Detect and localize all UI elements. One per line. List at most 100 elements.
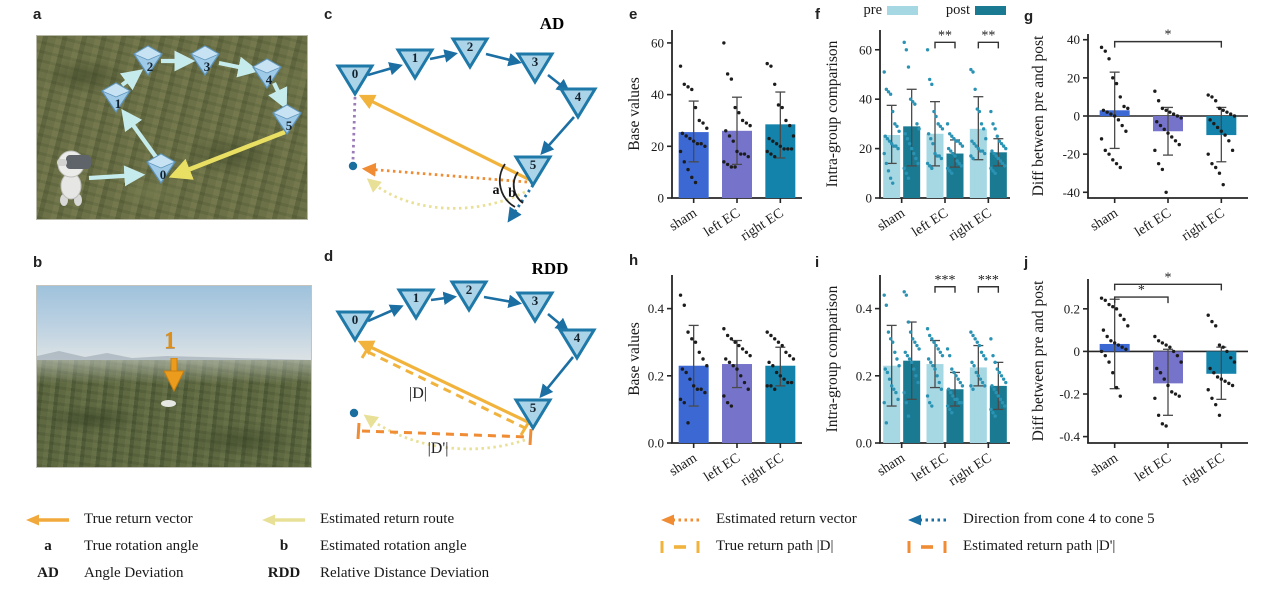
svg-text:4: 4 [266, 72, 273, 87]
cone-marker-arrow-icon [163, 358, 185, 392]
svg-text:***: *** [978, 273, 999, 288]
svg-text:Intra-group comparison: Intra-group comparison [824, 40, 841, 187]
svg-text:40: 40 [1067, 32, 1080, 47]
svg-text:-20: -20 [1063, 147, 1080, 162]
svg-text:0.0: 0.0 [648, 436, 664, 451]
estimated-return-route [366, 178, 526, 210]
svg-text:*: * [1165, 28, 1172, 43]
cone-1: 1 [396, 48, 434, 80]
svg-text:post: post [946, 2, 970, 18]
legend-label: True return path |D| [716, 538, 834, 554]
figure-legend: True return vector a True rotation angle AD… [0, 500, 1269, 596]
svg-text:0: 0 [658, 191, 665, 206]
svg-text:Diff between pre and post: Diff between pre and post [1030, 280, 1047, 441]
svg-text:right EC: right EC [738, 206, 786, 245]
arrow-dotted-blue-icon [903, 512, 951, 528]
svg-text:40: 40 [859, 92, 872, 107]
cone-0: 0 [146, 153, 176, 184]
svg-text:5: 5 [530, 157, 537, 172]
legend-label: Angle Deviation [84, 565, 184, 581]
cone-5: 5 [514, 398, 552, 430]
svg-text:1: 1 [413, 290, 420, 305]
svg-text:sham: sham [1088, 451, 1121, 480]
legend-item: Estimated return path |D'| [903, 533, 1155, 560]
svg-text:0: 0 [1074, 344, 1081, 359]
svg-text:5: 5 [286, 118, 293, 133]
svg-text:0.0: 0.0 [856, 436, 872, 451]
estimated-endpoint-dot [349, 408, 359, 418]
true-path-label: |D| [409, 385, 427, 402]
legend-item: True return path |D| [656, 533, 857, 560]
svg-text:right EC: right EC [946, 206, 994, 245]
svg-text:left EC: left EC [701, 451, 743, 485]
estimated-return-vector [361, 162, 528, 184]
cone-4: 4 [252, 58, 282, 89]
estimated-return-path-Dprime [356, 422, 533, 446]
cone-marker-number: 1 [164, 328, 176, 354]
svg-text:sham: sham [667, 451, 700, 480]
true-return-vector [357, 340, 531, 425]
svg-text:0.4: 0.4 [648, 301, 665, 316]
cone-3: 3 [516, 291, 554, 323]
legend-label: Estimated rotation angle [320, 538, 467, 554]
cone-3: 3 [516, 52, 554, 84]
legend-label: Estimated return path |D'| [963, 538, 1116, 554]
panel-c-diagram: AD a b 0 1 2 3 4 5 [336, 14, 597, 223]
svg-text:60: 60 [651, 35, 664, 50]
cone-0: 0 [336, 310, 374, 342]
panel-label-a: a [33, 6, 42, 23]
legend-label: True rotation angle [84, 538, 199, 554]
panel-b-scene: 1 [36, 285, 312, 468]
svg-text:left EC: left EC [1132, 206, 1174, 240]
svg-text:2: 2 [467, 39, 474, 54]
svg-text:sham: sham [875, 206, 908, 235]
true-return-vector [358, 94, 531, 182]
panel-a-scene: 0 1 2 3 4 5 [36, 35, 308, 220]
svg-text:0.2: 0.2 [856, 368, 872, 383]
svg-text:4: 4 [575, 89, 582, 104]
true-return-arrow-a [168, 129, 286, 180]
legend-item: Direction from cone 4 to cone 5 [903, 506, 1155, 533]
dash-capped-yellow-icon [656, 539, 704, 555]
svg-text:sham: sham [1088, 206, 1121, 235]
svg-text:left EC: left EC [701, 206, 743, 240]
legend-item: True return vector [24, 506, 198, 533]
legend-label: Estimated return route [320, 511, 455, 527]
arrow-dotted-orange-icon [656, 512, 704, 528]
dash-capped-orange-icon [903, 539, 951, 555]
true-return-path-D [360, 342, 532, 436]
legend-item: AD Angle Deviation [24, 560, 198, 587]
cone-2: 2 [451, 37, 489, 69]
cone-3: 3 [190, 45, 220, 76]
svg-text:Base values: Base values [626, 322, 643, 396]
svg-text:2: 2 [466, 282, 473, 297]
panel-label-i: i [815, 254, 820, 271]
angle-b-label: b [508, 186, 516, 201]
panel-label-c: c [324, 6, 333, 23]
panel-label-h: h [629, 252, 639, 269]
panel-label-j: j [1024, 254, 1029, 271]
legend-symbol-RDD: RDD [267, 565, 301, 581]
svg-text:0: 0 [352, 312, 359, 327]
legend-column-3: Direction from cone 4 to cone 5 Estimated… [903, 506, 1155, 560]
walk-route-arrows [88, 50, 288, 187]
chart-f: 0 20 40 60 Intra-group comparison sham left EC… [824, 2, 1010, 245]
svg-text:**: ** [938, 28, 952, 43]
svg-text:0: 0 [352, 66, 359, 81]
legend-label: Estimated return vector [716, 511, 857, 527]
svg-text:0.2: 0.2 [648, 368, 664, 383]
arrow-solid-pale-icon [260, 512, 308, 528]
svg-text:4: 4 [574, 330, 581, 345]
estimated-path-label: |D'| [428, 440, 449, 457]
svg-text:right EC: right EC [1179, 451, 1227, 490]
panel-c-title: AD [540, 14, 565, 33]
panel-label-e: e [629, 6, 638, 23]
svg-text:**: ** [981, 28, 995, 43]
svg-text:0.4: 0.4 [856, 301, 873, 316]
vr-headset [66, 155, 91, 169]
panel-d-diagram: RDD |D| |D'| 0 1 2 3 4 5 [336, 259, 596, 457]
svg-text:0: 0 [1074, 109, 1081, 124]
panel-label-f: f [815, 6, 820, 23]
svg-text:right EC: right EC [1179, 206, 1227, 245]
